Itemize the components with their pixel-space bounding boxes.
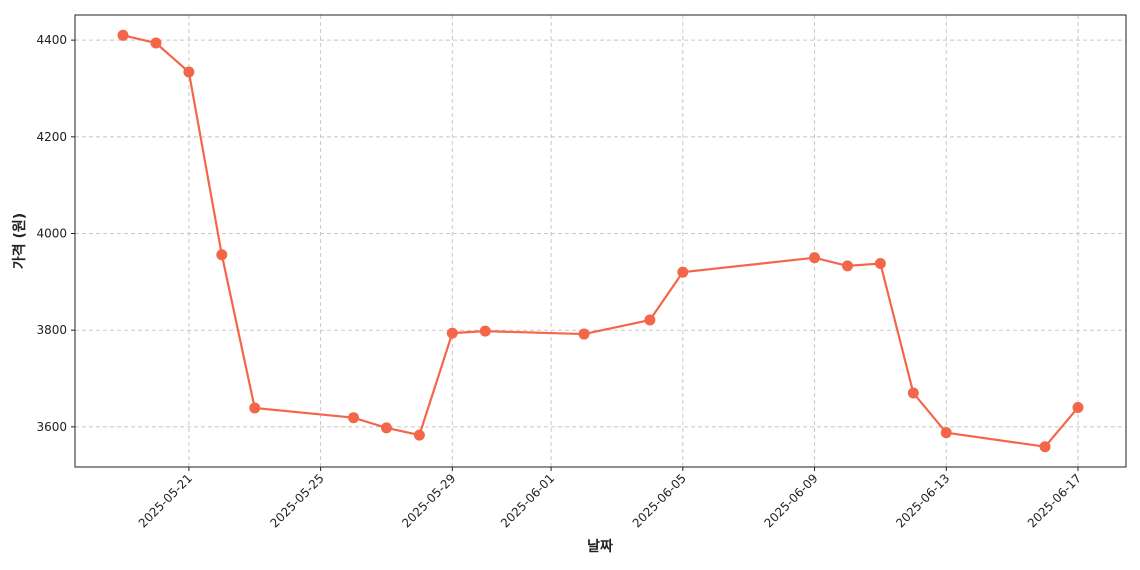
x-tick-label: 2025-05-29 xyxy=(399,471,458,530)
y-tick-label: 3600 xyxy=(36,420,67,434)
point xyxy=(413,429,425,441)
point xyxy=(216,249,228,261)
x-tick-label: 2025-06-17 xyxy=(1025,471,1084,530)
point xyxy=(150,37,162,49)
y-tick-label: 4000 xyxy=(36,227,67,241)
x-tick-label: 2025-06-01 xyxy=(498,471,557,530)
point xyxy=(841,260,853,272)
point xyxy=(907,387,919,399)
point xyxy=(183,66,195,78)
point xyxy=(249,402,261,414)
point xyxy=(578,328,590,340)
point xyxy=(874,257,886,269)
point xyxy=(1072,402,1084,414)
point xyxy=(940,427,952,439)
point xyxy=(446,327,458,339)
point xyxy=(117,29,129,41)
point xyxy=(380,422,392,434)
y-tick-label: 4200 xyxy=(36,130,67,144)
point xyxy=(1039,441,1051,453)
point xyxy=(644,314,656,326)
line xyxy=(122,34,1079,448)
point xyxy=(809,252,821,264)
x-tick-label: 2025-06-09 xyxy=(761,471,820,530)
point xyxy=(677,266,689,278)
x-tick-label: 2025-05-25 xyxy=(268,471,327,530)
x-axis-title: 날짜 xyxy=(587,539,613,555)
plot-frame xyxy=(74,14,1127,468)
point xyxy=(348,412,360,424)
x-tick-label: 2025-05-21 xyxy=(136,471,195,530)
y-tick-label: 3800 xyxy=(36,323,67,337)
x-tick-label: 2025-06-05 xyxy=(630,471,689,530)
x-tick-label: 2025-06-13 xyxy=(893,471,952,530)
point xyxy=(479,325,491,337)
y-tick-label: 4400 xyxy=(36,33,67,47)
y-axis-title: 가격 (원) xyxy=(11,213,28,269)
